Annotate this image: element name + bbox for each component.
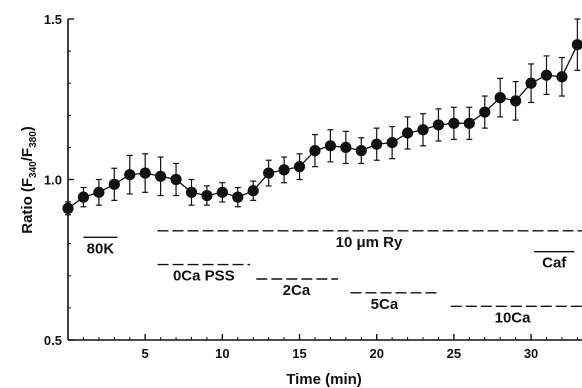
data-point — [124, 169, 136, 181]
data-point — [77, 191, 90, 203]
annotation-label: 5Ca — [371, 296, 399, 313]
data-point — [170, 173, 182, 186]
y-axis-label-sub1: 340 — [28, 161, 39, 178]
data-point — [401, 127, 414, 139]
x-tick-label: 20 — [369, 346, 383, 361]
annotation-label: 10Ca — [495, 309, 532, 326]
data-point — [479, 106, 491, 118]
annotation-label: Caf — [542, 255, 567, 272]
data-point — [525, 77, 537, 89]
x-tick-label: 10 — [215, 346, 229, 361]
data-point — [448, 117, 460, 129]
data-series — [62, 18, 582, 216]
data-point — [540, 69, 553, 81]
data-point — [278, 164, 290, 176]
data-point — [263, 167, 275, 179]
data-point — [309, 145, 321, 157]
y-axis-label: Ratio (F340/F380) — [19, 126, 39, 234]
data-point — [62, 202, 74, 214]
annotation-label: 10 μm Ry — [336, 234, 403, 251]
data-point — [201, 189, 213, 202]
data-point — [340, 141, 352, 153]
y-axis-label-suffix: ) — [19, 126, 36, 131]
data-point — [556, 71, 568, 83]
data-point — [386, 136, 398, 149]
data-point — [293, 161, 306, 173]
data-point — [216, 186, 228, 198]
data-point — [432, 119, 445, 131]
y-tick-label: 0.5 — [44, 333, 62, 348]
y-tick-label: 1.0 — [44, 173, 62, 188]
y-tick-label: 1.5 — [44, 12, 62, 27]
data-point — [355, 145, 367, 157]
data-point — [417, 124, 429, 136]
data-point — [155, 170, 167, 182]
data-point — [371, 138, 383, 150]
data-point — [93, 186, 105, 198]
data-point — [185, 186, 198, 198]
x-axis-label: Time (min) — [286, 371, 362, 388]
axes: 0.5 1.0 1.5 5 10 15 20 25 30 — [44, 12, 582, 361]
y-axis-label-sep: /F — [19, 148, 36, 161]
annotation-label: 2Ca — [283, 282, 311, 299]
data-point — [232, 191, 244, 203]
data-point — [510, 95, 522, 107]
y-axis-label-prefix: Ratio (F — [19, 178, 36, 234]
annotations: 80K 10 μm Ry 0Ca PSS 2Ca 5Ca 10Ca Caf — [83, 230, 582, 326]
data-point — [324, 140, 337, 152]
x-tick-label: 30 — [524, 346, 538, 361]
data-point — [247, 185, 259, 197]
x-tick-label: 5 — [142, 346, 149, 361]
x-tick-label: 25 — [447, 346, 461, 361]
data-point — [463, 117, 475, 129]
annotation-label: 80K — [87, 240, 115, 257]
data-point — [494, 92, 506, 104]
x-tick-label: 15 — [292, 346, 306, 361]
series-line — [67, 44, 578, 209]
annotation-label: 0Ca PSS — [173, 268, 235, 285]
data-point — [139, 167, 151, 179]
data-point — [571, 39, 582, 51]
data-point — [108, 178, 120, 190]
y-axis-label-sub2: 380 — [28, 131, 39, 148]
